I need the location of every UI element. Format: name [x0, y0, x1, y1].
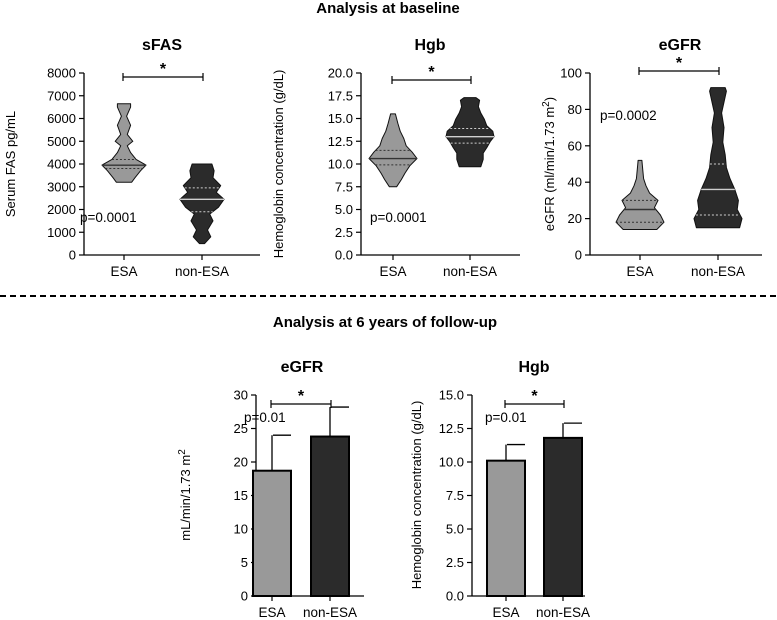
- p-value: p=0.01: [244, 410, 286, 425]
- y-tick-label: 15: [234, 488, 248, 503]
- y-axis-label: mL/min/1.73 m2: [177, 449, 193, 541]
- y-tick-label: 0: [69, 248, 76, 263]
- violin-non-esa: [693, 87, 743, 229]
- y-tick-label: 0.0: [335, 248, 353, 263]
- bar-non-esa: [543, 436, 583, 597]
- y-tick-label: 5.0: [446, 522, 464, 537]
- y-tick-label: 15.0: [439, 388, 464, 403]
- y-tick-label: 2000: [47, 202, 76, 217]
- p-value: p=0.0001: [370, 210, 427, 225]
- y-tick-label: 5000: [47, 134, 76, 149]
- bar-esa: [252, 469, 292, 597]
- y-axis-label: Serum FAS pg/mL: [3, 111, 18, 217]
- bar-esa: [486, 459, 526, 597]
- y-tick-label: 80: [568, 102, 582, 117]
- x-tick-label: non-ESA: [175, 264, 229, 279]
- y-tick-label: 20.0: [328, 66, 353, 81]
- y-tick-label: 7.5: [446, 488, 464, 503]
- significance-star: *: [298, 388, 305, 405]
- y-tick-label: 15.0: [328, 111, 353, 126]
- y-tick-label: 4000: [47, 157, 76, 172]
- y-axis-label: Hemoglobin concentration (g/dL): [409, 401, 424, 590]
- chart-title: eGFR: [281, 359, 324, 376]
- bar-non-esa: [310, 435, 350, 598]
- chart-panel-3: eGFR eGFR (ml/min/1.73 m2) 0 20 40 60 80 100 ESA…: [541, 37, 762, 279]
- y-tick-label: 40: [568, 175, 582, 190]
- y-tick-label: 100: [560, 66, 582, 81]
- y-tick-label: 7.5: [335, 179, 353, 194]
- y-tick-label: 2.5: [335, 225, 353, 240]
- y-tick-label: 5: [241, 555, 248, 570]
- chart-panel-1: sFAS Serum FAS pg/mL 0 1000 2000 3000 4000 5000…: [3, 37, 260, 279]
- y-tick-label: 10.0: [328, 157, 353, 172]
- p-value: p=0.01: [485, 410, 527, 425]
- y-tick-label: 30: [234, 388, 248, 403]
- chart-panel-4: eGFR mL/min/1.73 m2 0 5 10 15 20 25 30 ESA non-ESA…: [177, 359, 364, 620]
- x-tick-label: ESA: [626, 264, 653, 279]
- y-axis-label: Hemoglobin concentration (g/dL): [271, 70, 286, 259]
- y-tick-label: 17.5: [328, 88, 353, 103]
- y-tick-label: 25: [234, 421, 248, 436]
- y-tick-label: 10: [234, 522, 248, 537]
- y-tick-label: 0: [575, 248, 582, 263]
- x-tick-label: non-ESA: [536, 605, 590, 620]
- y-tick-label: 2.5: [446, 555, 464, 570]
- y-tick-label: 10.0: [439, 455, 464, 470]
- y-tick-label: 0.0: [446, 589, 464, 604]
- chart-title: Hgb: [518, 359, 549, 376]
- p-value: p=0.0001: [80, 210, 137, 225]
- chart-panel-5: Hgb Hemoglobin concentration (g/dL) 0.0 2.5…: [409, 359, 590, 620]
- chart-title: Hgb: [414, 37, 445, 54]
- chart-title: eGFR: [659, 37, 702, 54]
- y-tick-label: 3000: [47, 179, 76, 194]
- x-tick-label: non-ESA: [443, 264, 497, 279]
- chart-panel-2: Hgb Hemoglobin concentration (g/dL) 0.0 2.5…: [271, 37, 520, 279]
- significance-star: *: [428, 64, 435, 81]
- y-tick-label: 5.0: [335, 202, 353, 217]
- x-tick-label: non-ESA: [691, 264, 745, 279]
- y-tick-label: 8000: [47, 66, 76, 81]
- significance-star: *: [160, 61, 167, 78]
- significance-star: *: [676, 55, 683, 72]
- significance-star: *: [531, 388, 538, 405]
- chart-title: sFAS: [142, 37, 182, 54]
- p-value: p=0.0002: [600, 108, 657, 123]
- violin-non-esa: [179, 163, 225, 245]
- x-tick-label: ESA: [258, 605, 285, 620]
- followup-section-title: Analysis at 6 years of follow-up: [273, 314, 497, 331]
- y-tick-label: 0: [241, 589, 248, 604]
- y-tick-label: 20: [234, 455, 248, 470]
- y-tick-label: 6000: [47, 111, 76, 126]
- x-tick-label: non-ESA: [303, 605, 357, 620]
- baseline-section-title: Analysis at baseline: [316, 0, 459, 17]
- violin-non-esa: [445, 97, 495, 168]
- y-tick-label: 12.5: [439, 421, 464, 436]
- y-tick-label: 12.5: [328, 134, 353, 149]
- violin-esa: [101, 103, 147, 183]
- violin-esa: [615, 159, 665, 230]
- y-tick-label: 60: [568, 138, 582, 153]
- x-tick-label: ESA: [379, 264, 406, 279]
- x-tick-label: ESA: [492, 605, 519, 620]
- y-tick-label: 20: [568, 211, 582, 226]
- y-tick-label: 1000: [47, 225, 76, 240]
- x-tick-label: ESA: [110, 264, 137, 279]
- y-tick-label: 7000: [47, 88, 76, 103]
- y-axis-label: eGFR (ml/min/1.73 m2): [541, 97, 557, 231]
